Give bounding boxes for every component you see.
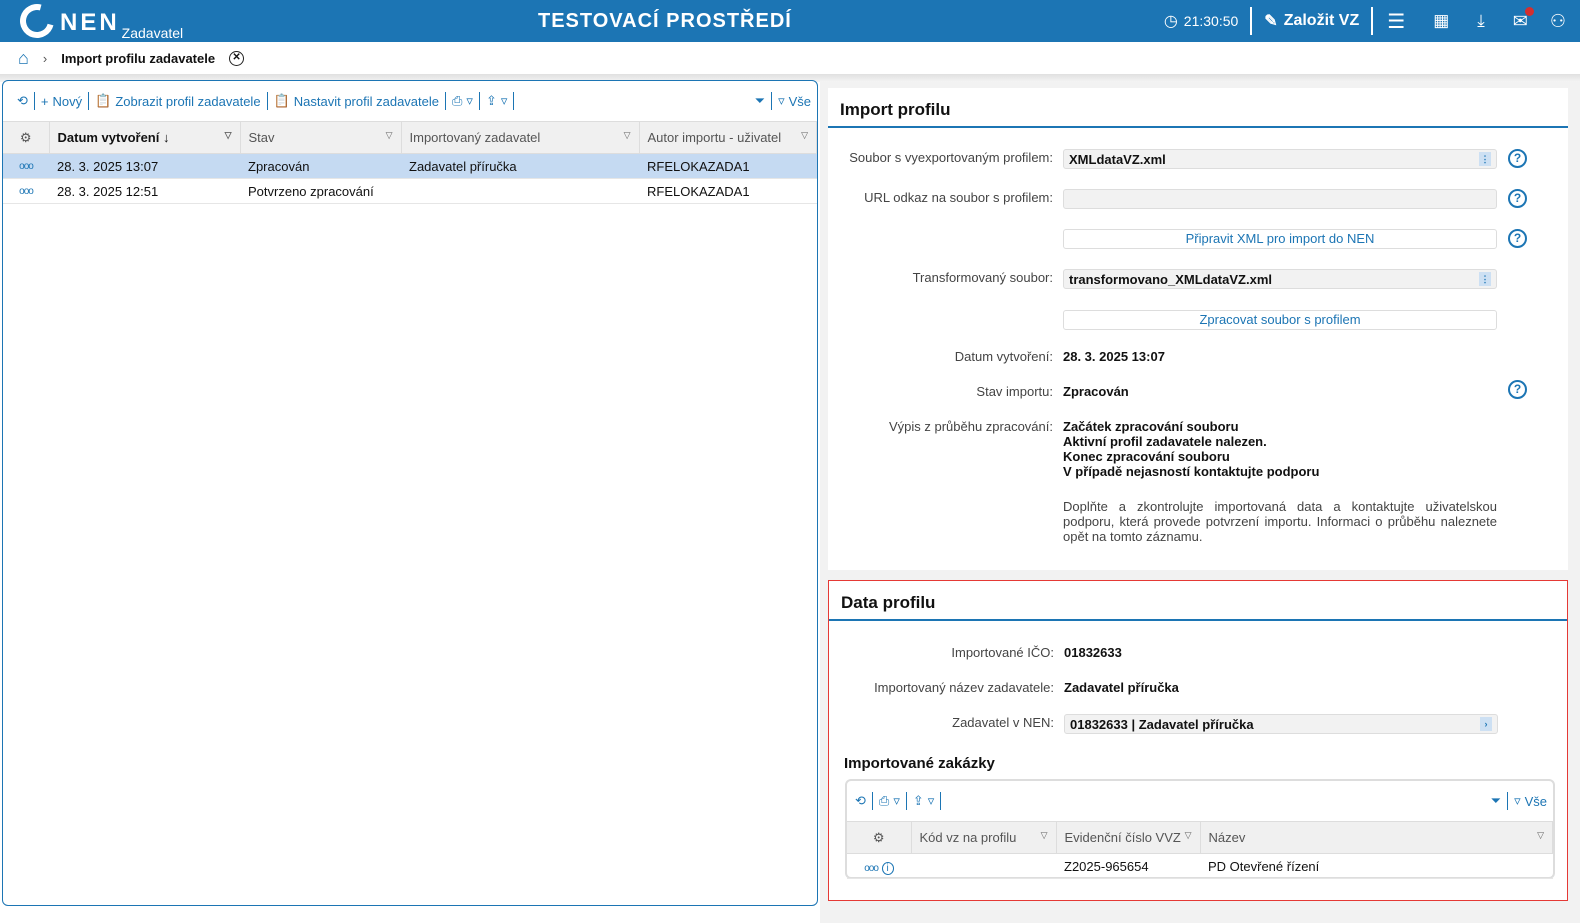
imports-table: ⚙ Datum vytvoření ↓ ▽ Stav ▽ Importovaný z… bbox=[3, 121, 817, 204]
filter-all-button[interactable]: ▿ Vše bbox=[1514, 793, 1547, 809]
print-button[interactable]: ⎙ ▿ bbox=[878, 793, 900, 808]
home-icon[interactable]: ⌂ bbox=[18, 47, 29, 68]
breadcrumb-current: Import profilu zadavatele bbox=[61, 50, 216, 66]
export-icon: ⇪ bbox=[912, 793, 924, 808]
mail-icon[interactable]: ✉ bbox=[1499, 6, 1542, 32]
notification-badge bbox=[1524, 6, 1534, 16]
show-profile-button[interactable]: 📋 Zobrazit profil zadavatele bbox=[95, 93, 261, 109]
column-settings-icon[interactable]: ⚙ bbox=[3, 121, 50, 154]
list-toolbar: ⟲ + Nový 📋 Zobrazit profil zadavatele 📋 Nas… bbox=[3, 81, 817, 121]
help-icon[interactable]: ? bbox=[1508, 229, 1527, 248]
clipboard-icon: 📋 bbox=[95, 93, 112, 108]
filter-icon[interactable]: ⏷ bbox=[1490, 793, 1502, 808]
export-button[interactable]: ⇪ ▿ bbox=[485, 93, 508, 108]
plus-icon: + bbox=[40, 93, 49, 109]
nen-logo[interactable]: NEN Zadavatel bbox=[13, 0, 183, 45]
table-row[interactable]: ooo 28. 3. 2025 13:07 Zpracován Zadavatel … bbox=[3, 153, 817, 179]
calendar-icon[interactable]: ▦ bbox=[1433, 11, 1450, 30]
help-icon[interactable]: ? bbox=[1508, 380, 1527, 399]
prepare-xml-button[interactable]: Připravit XML pro import do NEN bbox=[1063, 229, 1497, 249]
print-button[interactable]: ⎙ ▿ bbox=[452, 93, 473, 108]
new-button[interactable]: + Nový bbox=[40, 93, 83, 109]
refresh-icon[interactable]: ⟲ bbox=[17, 93, 28, 108]
help-icon[interactable]: ? bbox=[1508, 189, 1527, 208]
more-icon: ⋮ bbox=[1479, 272, 1491, 286]
clock-icon: ◷ bbox=[1163, 13, 1178, 30]
column-header[interactable]: Autor importu - uživatel ▽ bbox=[639, 121, 817, 154]
transformed-file-field[interactable]: transformovano_XMLdataVZ.xml ⋮ bbox=[1063, 269, 1497, 289]
close-tab-icon[interactable]: ✕ bbox=[229, 50, 245, 66]
orders-table: ⚙ Kód vz na profilu ▽ Evidenční číslo VVZ… bbox=[847, 821, 1553, 879]
column-header[interactable]: Datum vytvoření ↓ ▽ bbox=[49, 121, 241, 154]
column-settings-icon[interactable]: ⚙ bbox=[847, 821, 912, 854]
breadcrumb: ⌂ › Import profilu zadavatele ✕ bbox=[0, 42, 1580, 74]
filter-all-button[interactable]: ▿ Vše bbox=[778, 93, 811, 109]
print-icon: ⎙ bbox=[452, 93, 463, 108]
profile-file-field[interactable]: XMLdataVZ.xml ⋮ bbox=[1063, 149, 1497, 169]
download-icon[interactable]: ⤓ bbox=[1477, 11, 1485, 30]
user-icon[interactable]: ⚇ bbox=[1549, 10, 1566, 31]
import-list-panel: ⟲ + Nový 📋 Zobrazit profil zadavatele 📋 Nas… bbox=[2, 80, 818, 906]
chevron-right-icon: › bbox=[42, 50, 48, 66]
row-menu-icon[interactable]: ooo bbox=[3, 153, 49, 179]
column-header[interactable]: Stav ▽ bbox=[240, 121, 402, 154]
row-menu-icon[interactable]: ooo bbox=[3, 178, 49, 204]
column-header[interactable]: Kód vz na profilu ▽ bbox=[911, 821, 1057, 854]
table-row[interactable]: ooo 28. 3. 2025 12:51 Potvrzeno zpracován… bbox=[3, 178, 817, 204]
row-menu-icon[interactable]: ooo bbox=[864, 862, 879, 874]
orders-toolbar: ⟲ ⎙ ▿ ⇪ ▿ ⏷ ▿ Vše bbox=[847, 781, 1553, 821]
export-icon: ⇪ bbox=[485, 93, 497, 108]
environment-title: TESTOVACÍ PROSTŘEDÍ bbox=[538, 10, 792, 32]
column-header[interactable]: Evidenční číslo VVZ ▽ bbox=[1056, 821, 1201, 854]
more-icon: ⋮ bbox=[1479, 152, 1491, 166]
profile-data-section: Data profilu Importované IČO: 01832633 Im… bbox=[828, 580, 1568, 901]
column-header[interactable]: Importovaný zadavatel ▽ bbox=[401, 121, 640, 154]
nen-contracting-authority-field[interactable]: 01832633 | Zadavatel příručka › bbox=[1064, 714, 1498, 734]
processing-log: Začátek zpracování souboru Aktivní profil… bbox=[1063, 419, 1320, 479]
filter-icon[interactable]: ⏷ bbox=[754, 93, 766, 108]
chevron-right-icon: › bbox=[1480, 717, 1492, 731]
process-file-button[interactable]: Zpracovat soubor s profilem bbox=[1063, 310, 1497, 330]
clipboard-icon: 📋 bbox=[273, 93, 290, 108]
info-icon[interactable]: i bbox=[881, 861, 894, 875]
table-row[interactable]: ooo i Z2025-965654 PD Otevřené řízení bbox=[847, 853, 1553, 879]
url-input[interactable] bbox=[1063, 189, 1497, 209]
help-icon[interactable]: ? bbox=[1508, 149, 1527, 168]
refresh-icon[interactable]: ⟲ bbox=[855, 793, 866, 808]
create-vz-button[interactable]: ✎ Založit VZ bbox=[1264, 12, 1360, 30]
orders-grid: ⟲ ⎙ ▿ ⇪ ▿ ⏷ ▿ Vše ⚙ Kód vz na profilu ▽ Evi… bbox=[845, 779, 1555, 879]
export-button[interactable]: ⇪ ▿ bbox=[912, 793, 935, 808]
top-header: NEN Zadavatel TESTOVACÍ PROSTŘEDÍ ◷ 21:30:… bbox=[0, 0, 1580, 45]
edit-icon: ✎ bbox=[1264, 13, 1278, 30]
import-note: Doplňte a zkontrolujte importovaná data … bbox=[1063, 499, 1497, 544]
print-icon: ⎙ bbox=[878, 793, 890, 808]
column-header[interactable]: Název ▽ bbox=[1200, 821, 1553, 854]
import-profile-section: Import profilu Soubor s vyexportovaným p… bbox=[828, 88, 1568, 570]
set-profile-button[interactable]: 📋 Nastavit profil zadavatele bbox=[273, 93, 439, 109]
menu-icon[interactable]: ☰ bbox=[1387, 10, 1406, 33]
clock: ◷ 21:30:50 bbox=[1163, 13, 1239, 30]
